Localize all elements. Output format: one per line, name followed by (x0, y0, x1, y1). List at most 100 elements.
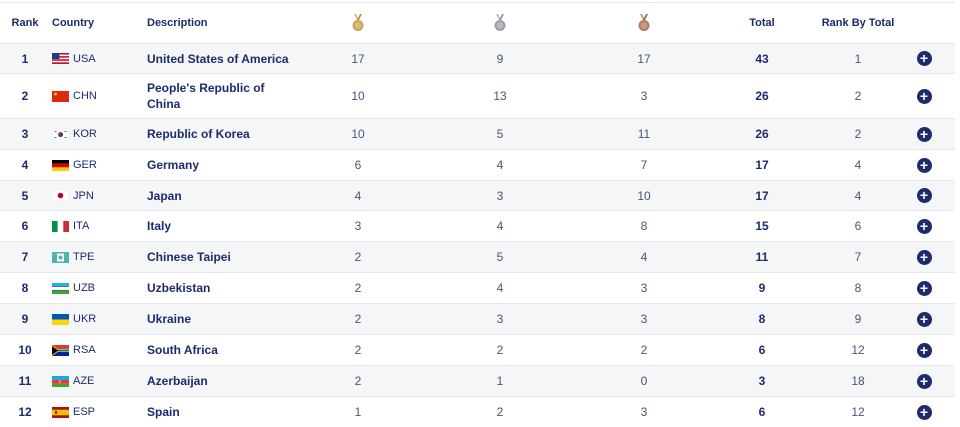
description-cell: Ukraine (147, 304, 297, 334)
expand-row-button[interactable]: + (912, 335, 936, 365)
bronze-count: 3 (640, 89, 648, 103)
plus-circle-icon[interactable]: + (916, 218, 932, 234)
plus-circle-icon[interactable]: + (916, 342, 932, 358)
expand-row-button[interactable]: + (912, 74, 936, 118)
country-cell: JPN (52, 181, 142, 210)
country-cell: UKR (52, 304, 142, 334)
rank-by-total-cell: 4 (854, 188, 862, 203)
header-bronze[interactable] (594, 3, 694, 43)
country-name: Republic of Korea (147, 127, 250, 141)
country-cell: USA (52, 44, 142, 73)
silver-count: 3 (496, 188, 504, 203)
rank-by-total-cell: 12 (851, 343, 865, 357)
rank-cell: 3 (21, 127, 29, 141)
description-cell: People's Republic of China (147, 74, 297, 118)
country-code: UKR (73, 313, 97, 325)
flag-rsa-icon (52, 344, 69, 356)
rank-by-total-cell: 18 (851, 374, 865, 388)
gold-count: 2 (354, 374, 362, 388)
plus-circle-icon[interactable]: + (916, 88, 932, 104)
expand-row-button[interactable]: + (912, 44, 936, 73)
expand-row-button[interactable]: + (912, 242, 936, 272)
plus-circle-icon[interactable]: + (916, 280, 932, 296)
plus-circle-icon[interactable]: + (916, 51, 932, 66)
table-row: 5 JPN Japan 4 3 10 17 4 + (0, 180, 955, 210)
expand-row-button[interactable]: + (912, 211, 936, 241)
rank-by-total-cell: 7 (854, 250, 862, 264)
silver-count: 5 (496, 127, 504, 141)
header-country[interactable]: Country (52, 17, 95, 29)
plus-circle-icon[interactable]: + (916, 373, 932, 389)
expand-row-button[interactable]: + (912, 304, 936, 334)
description-cell: Azerbaijan (147, 366, 297, 396)
plus-circle-icon[interactable]: + (916, 157, 932, 173)
plus-circle-icon[interactable]: + (916, 126, 932, 142)
table-row: 8 UZB Uzbekistan 2 4 3 9 8 + (0, 272, 955, 303)
expand-row-button[interactable]: + (912, 119, 936, 149)
header-total[interactable]: Total (749, 17, 775, 29)
bronze-count: 7 (640, 158, 648, 172)
rank-by-total-cell: 9 (854, 312, 862, 326)
flag-ger-icon (52, 159, 69, 171)
expand-row-button[interactable]: + (912, 181, 936, 210)
country-name: South Africa (147, 343, 218, 357)
rank-by-total-cell: 2 (854, 127, 862, 141)
total-count: 15 (755, 219, 769, 233)
header-silver[interactable] (450, 3, 550, 43)
country-cell: UZB (52, 273, 142, 303)
country-code: ESP (73, 406, 96, 418)
header-rank[interactable]: Rank (11, 17, 39, 29)
total-count: 26 (755, 89, 769, 103)
plus-circle-icon[interactable]: + (916, 249, 932, 265)
description-cell: Japan (147, 181, 297, 210)
expand-row-button[interactable]: + (912, 366, 936, 396)
header-rank-by-total[interactable]: Rank By Total (821, 17, 895, 29)
bronze-count: 10 (637, 188, 651, 203)
bronze-count: 17 (637, 51, 651, 66)
country-code: KOR (73, 128, 97, 140)
gold-count: 17 (351, 51, 365, 66)
gold-count: 3 (354, 219, 362, 233)
plus-circle-icon[interactable]: + (916, 188, 932, 203)
bronze-count: 3 (640, 405, 648, 419)
total-count: 3 (758, 374, 766, 388)
gold-count: 1 (354, 405, 362, 419)
header-gold[interactable] (308, 3, 408, 43)
country-cell: GER (52, 150, 142, 180)
total-count: 6 (758, 343, 766, 357)
country-code: ITA (73, 220, 90, 232)
header-description[interactable]: Description (147, 17, 208, 29)
country-code: GER (73, 159, 97, 171)
expand-row-button[interactable]: + (912, 273, 936, 303)
country-name: Azerbaijan (147, 374, 208, 388)
rank-cell: 7 (21, 250, 29, 264)
description-cell: United States of America (147, 44, 297, 73)
plus-circle-icon[interactable]: + (916, 311, 932, 327)
gold-count: 2 (354, 250, 362, 264)
silver-count: 1 (496, 374, 504, 388)
total-count: 26 (755, 127, 769, 141)
plus-circle-icon[interactable]: + (916, 404, 932, 420)
rank-by-total-cell: 6 (854, 219, 862, 233)
expand-row-button[interactable]: + (912, 397, 936, 427)
table-row: 3 KOR Republic of Korea 10 5 11 26 2 + (0, 118, 955, 149)
flag-aze-icon (52, 375, 69, 387)
total-count: 11 (755, 250, 769, 264)
top-divider (0, 2, 955, 3)
expand-row-button[interactable]: + (912, 150, 936, 180)
country-cell: CHN (52, 74, 142, 118)
table-row: 11 AZE Azerbaijan 2 1 0 3 18 + (0, 365, 955, 396)
country-name: Chinese Taipei (147, 250, 231, 264)
table-row: 6 ITA Italy 3 4 8 15 6 + (0, 210, 955, 241)
country-name: United States of America (147, 51, 289, 66)
total-count: 17 (755, 188, 769, 203)
gold-count: 4 (354, 188, 362, 203)
rank-cell: 9 (21, 312, 29, 326)
rank-cell: 6 (21, 219, 29, 233)
silver-count: 4 (496, 219, 504, 233)
flag-ukr-icon (52, 313, 69, 325)
country-name: Spain (147, 405, 180, 419)
flag-kor-icon (52, 128, 69, 140)
total-count: 8 (758, 312, 766, 326)
description-cell: Republic of Korea (147, 119, 297, 149)
